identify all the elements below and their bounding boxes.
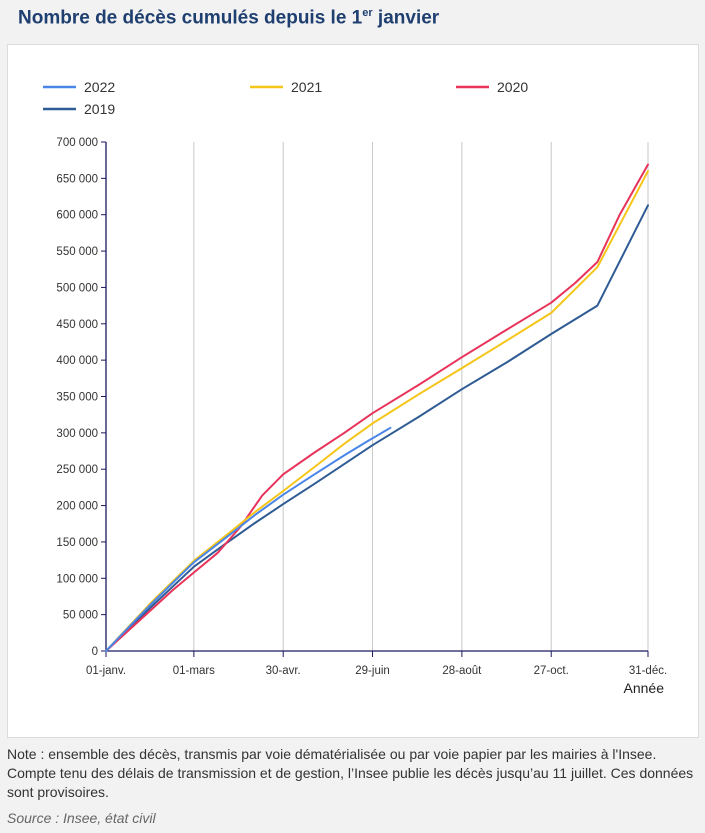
x-tick-label: 27-oct. [534,665,569,677]
y-tick-label: 0 [92,646,98,658]
y-tick-label: 50 000 [63,610,98,622]
legend-label-2022: 2022 [84,79,115,95]
chart-note: Note : ensemble des décès, transmis par … [7,746,694,800]
series-line-2019 [105,204,649,652]
legend-label-2020: 2020 [497,79,528,95]
chart-title: Nombre de décès cumulés depuis le 1er ja… [18,7,439,29]
y-tick-label: 100 000 [56,573,98,585]
y-tick-label: 200 000 [56,501,98,513]
legend-label-2019: 2019 [84,101,115,117]
legend-label-2021: 2021 [291,79,322,95]
y-tick-label: 450 000 [56,319,98,331]
chart-title-main: Nombre de décès cumulés depuis le 1 [18,7,363,29]
x-tick-label: 01-janv. [86,665,126,677]
x-tick-label: 29-juin [355,665,390,677]
y-tick-label: 700 000 [56,137,98,149]
x-tick-label: 01-mars [173,665,215,677]
chart-title-end: janvier [372,7,440,29]
y-tick-label: 550 000 [56,246,98,258]
line-chart: 01-janv. 01-mars 30-avr. 29-juin 28-août 27-o… [43,79,667,696]
chart-title-sup: er [362,7,373,19]
series-line-2020 [105,163,649,652]
chart-source: Source : Insee, état civil [7,810,156,826]
x-tick-label: 31-déc. [629,665,667,677]
y-tick-label: 500 000 [56,282,98,294]
series-line-2021 [105,170,649,652]
y-tick-label: 600 000 [56,210,98,222]
series-line-2022 [105,426,392,652]
y-tick-label: 650 000 [56,173,98,185]
x-tick-label: 30-avr. [266,665,301,677]
y-tick-label: 150 000 [56,537,98,549]
x-tick-label: 28-août [442,665,482,677]
y-tick-label: 300 000 [56,428,98,440]
y-tick-label: 350 000 [56,392,98,404]
x-axis-title: Année [624,680,665,696]
chart-panel: 01-janv. 01-mars 30-avr. 29-juin 28-août 27-o… [7,44,699,738]
y-tick-label: 400 000 [56,355,98,367]
y-tick-label: 250 000 [56,464,98,476]
